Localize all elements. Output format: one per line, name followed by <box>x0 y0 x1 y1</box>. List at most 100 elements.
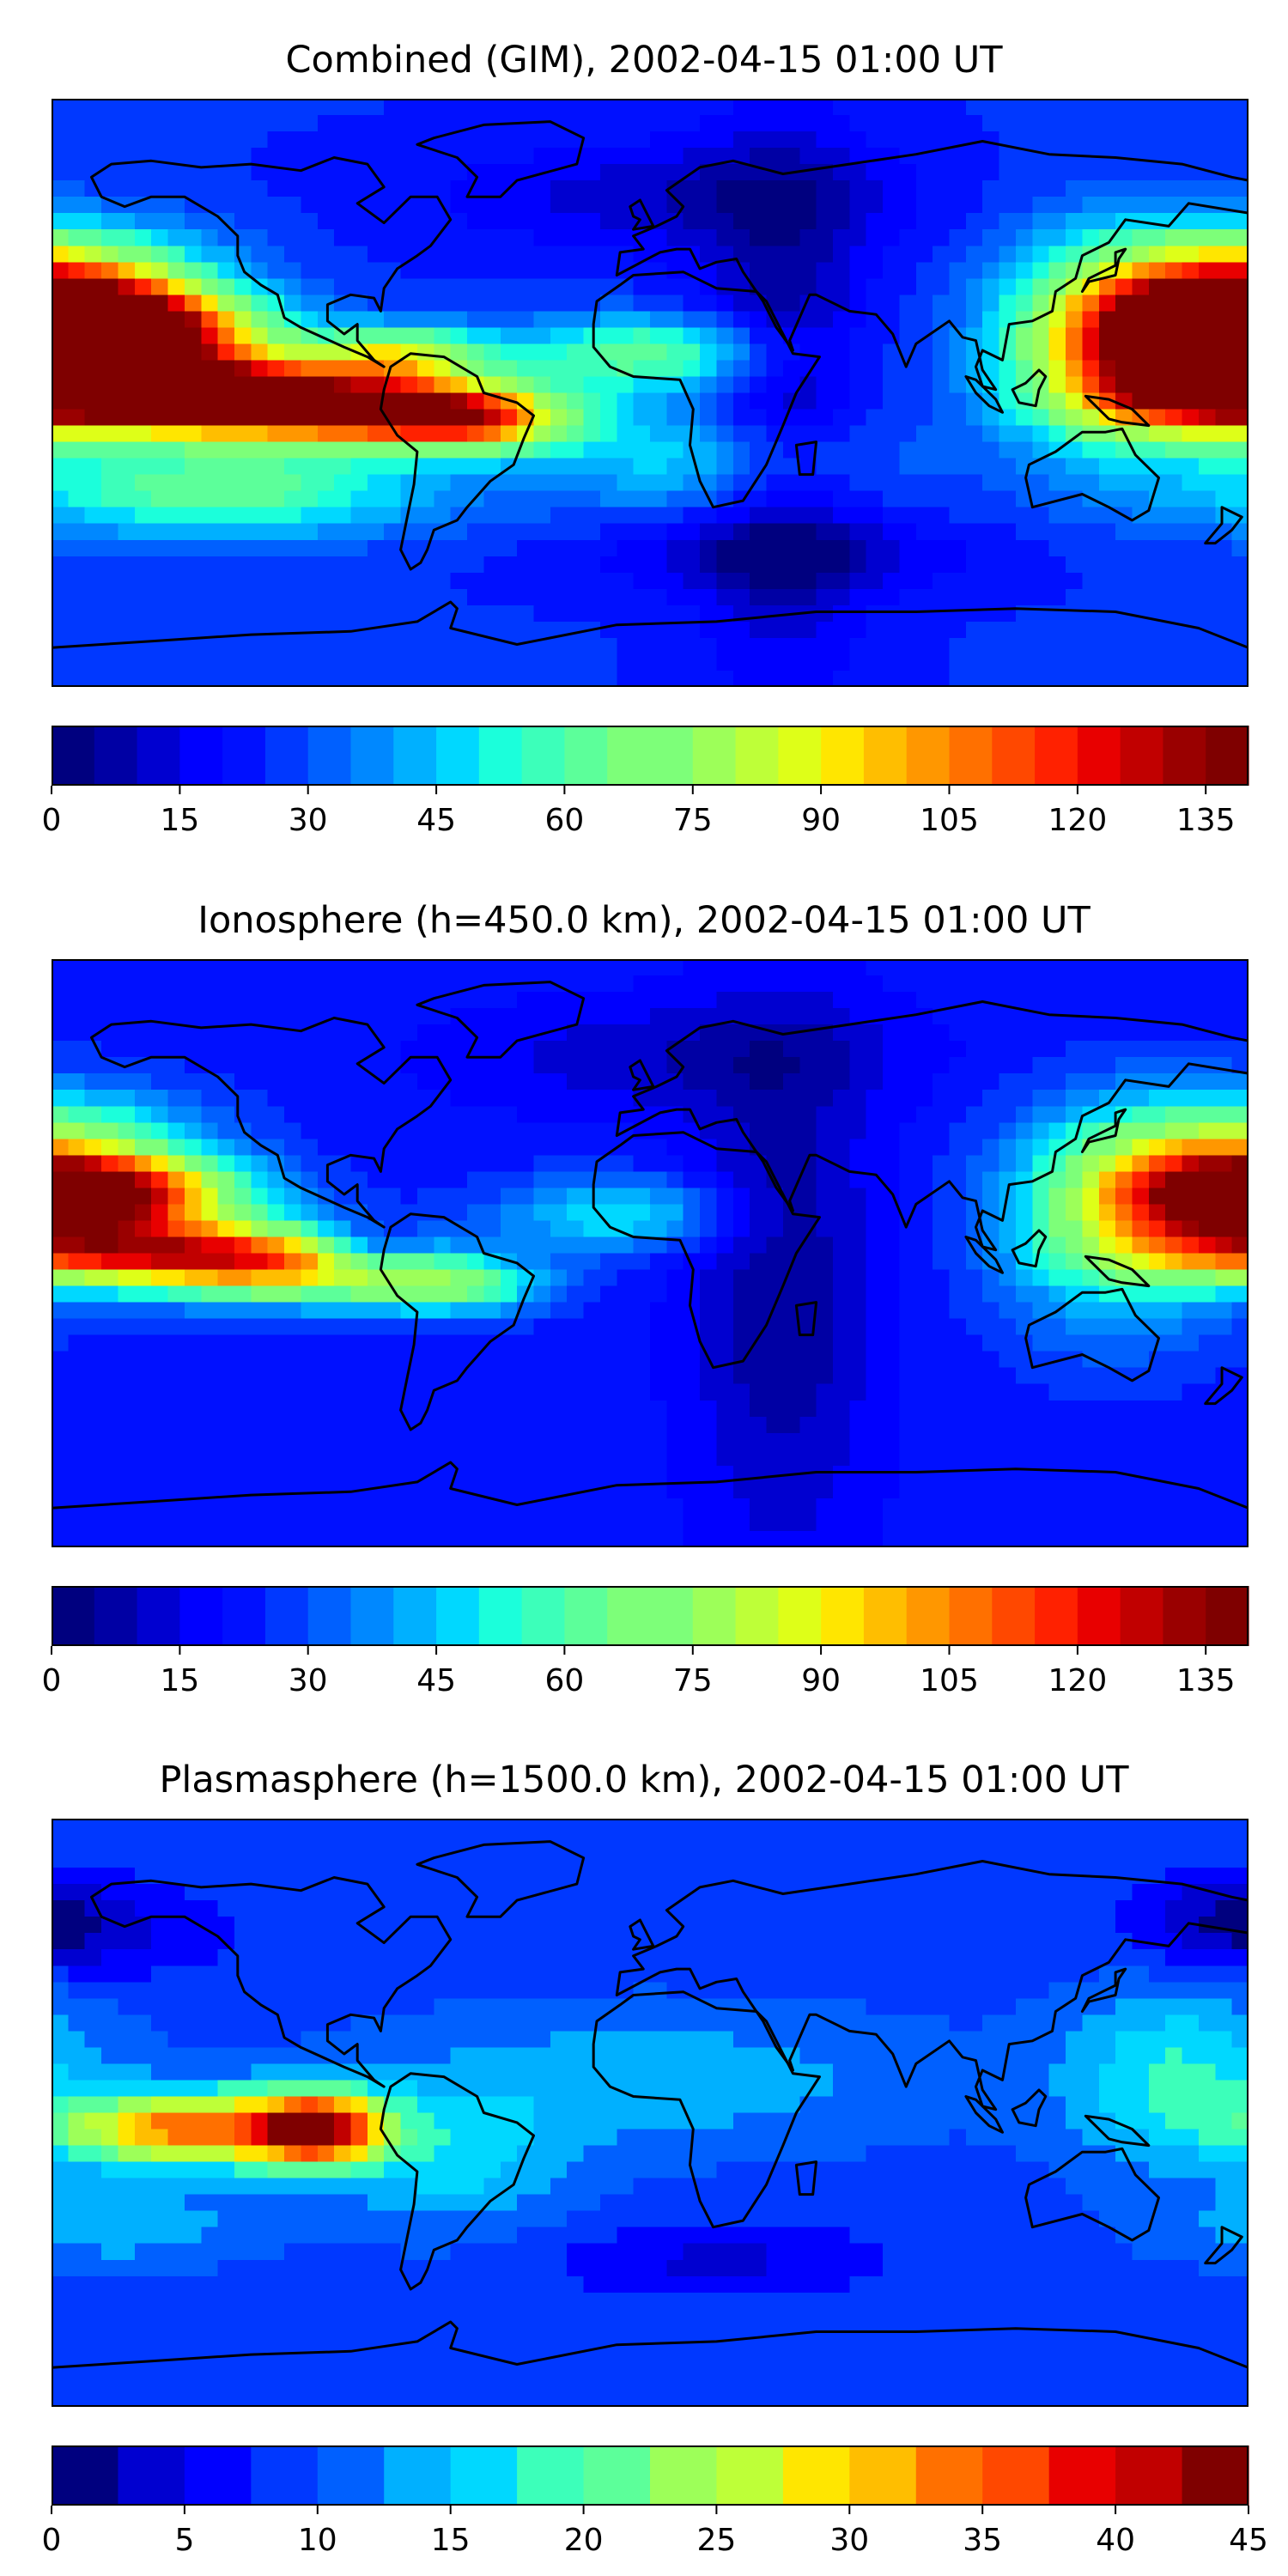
colorbar-tick-label: 40 <box>1096 2523 1135 2558</box>
colorbar-tick-label: 45 <box>1229 2523 1268 2558</box>
colorbar-tick-label: 105 <box>920 1663 979 1698</box>
colorbar-level <box>94 1586 138 1646</box>
colorbar-level <box>1035 1586 1078 1646</box>
colorbar-level <box>1120 726 1164 786</box>
colorbar-tick-label: 45 <box>416 803 456 838</box>
colorbar-level <box>863 1586 908 1646</box>
colorbar-ionosphere: 0 15 30 45 60 75 90 105 120 135 <box>42 1586 1249 1698</box>
colorbar-level <box>450 2445 518 2506</box>
coastline-australia <box>1024 2147 1160 2242</box>
tec-map-ionosphere <box>52 959 1249 1547</box>
colorbar-tick-label: 0 <box>42 1663 62 1698</box>
coastline-uk <box>629 1918 655 1951</box>
colorbar-level <box>735 1586 779 1646</box>
colorbar-level <box>992 726 1036 786</box>
coastline-australia <box>1024 1287 1160 1382</box>
colorbar-level <box>1077 726 1121 786</box>
colorbar-level <box>317 2445 385 2506</box>
coastline-new-zealand <box>1204 2226 1243 2265</box>
colorbar-plasmasphere: 0 5 10 15 20 25 30 35 40 45 <box>42 2445 1268 2558</box>
coastline-antarctica <box>52 2320 1249 2369</box>
coastline-uk <box>629 1059 655 1091</box>
coastline-new-zealand <box>1204 506 1243 545</box>
coastline-japan <box>1080 247 1127 293</box>
coastline-antarctica <box>52 600 1249 649</box>
colorbar-level <box>650 726 694 786</box>
coastline-new-guinea <box>1084 394 1151 428</box>
coastline-south-america <box>379 1212 535 1431</box>
coastline-eurasia <box>615 140 1249 392</box>
colorbar-level <box>1077 1586 1121 1646</box>
colorbar-tick-label: 60 <box>544 803 584 838</box>
colorbar-level <box>393 726 437 786</box>
colorbar-tick-label: 105 <box>920 803 979 838</box>
colorbar-level <box>264 726 309 786</box>
colorbar-tick-label: 25 <box>696 2523 736 2558</box>
colorbar-frame <box>52 2445 1249 2506</box>
tec-field <box>52 1819 1249 2407</box>
coastline-borneo <box>1011 2088 1048 2128</box>
colorbar-level <box>52 2445 119 2506</box>
panel-title-ionosphere: Ionosphere (h=450.0 km), 2002-04-15 01:0… <box>197 899 1091 942</box>
colorbar-level <box>307 1586 352 1646</box>
colorbar-level <box>179 1586 223 1646</box>
coastline-north-america <box>90 1017 453 1229</box>
coastline-japan <box>1080 1108 1127 1153</box>
colorbar-level <box>1120 1586 1164 1646</box>
coastline-north-america <box>90 156 453 368</box>
colorbar-level <box>118 2445 185 2506</box>
colorbar-tick-label: 15 <box>160 803 199 838</box>
map-frame <box>52 1819 1249 2407</box>
colorbar-level <box>849 2445 917 2506</box>
tec-map-combined <box>52 99 1249 687</box>
colorbar-tick-label: 90 <box>801 1663 841 1698</box>
colorbar-level <box>906 726 951 786</box>
coastline-new-zealand <box>1204 1366 1243 1406</box>
colorbar-level <box>384 2445 452 2506</box>
colorbar-level <box>184 2445 252 2506</box>
colorbar-tick-label: 120 <box>1048 803 1108 838</box>
coastline-madagascar <box>794 440 818 477</box>
colorbar-level <box>782 2445 850 2506</box>
colorbar-tick-label: 30 <box>829 2523 869 2558</box>
coastline-africa <box>592 1131 821 1370</box>
colorbar-level <box>1182 2445 1249 2506</box>
colorbar-level <box>521 726 566 786</box>
colorbar-tick-label: 30 <box>289 1663 328 1698</box>
colorbar-level <box>650 2445 718 2506</box>
colorbar-level <box>949 726 993 786</box>
colorbar-tick-label: 75 <box>673 1663 713 1698</box>
colorbar-tick-label: 15 <box>431 2523 471 2558</box>
coastline-madagascar <box>794 1301 818 1337</box>
coastline-africa <box>592 270 821 509</box>
colorbar-level <box>735 726 779 786</box>
colorbar-level <box>564 1586 608 1646</box>
colorbar-combined: 0 15 30 45 60 75 90 105 120 135 <box>42 726 1249 838</box>
colorbar-level <box>521 1586 566 1646</box>
coastline-north-america <box>90 1876 453 2088</box>
coastline-south-america <box>379 2072 535 2291</box>
colorbar-level <box>1115 2445 1183 2506</box>
colorbar-level <box>1035 726 1078 786</box>
coastline-borneo <box>1011 368 1048 408</box>
colorbar-level <box>137 726 180 786</box>
colorbar-tick-label: 30 <box>289 803 328 838</box>
colorbar-tick-label: 135 <box>1176 803 1236 838</box>
colorbar-tick-label: 135 <box>1176 1663 1236 1698</box>
tec-field <box>52 99 1249 687</box>
colorbar-level <box>821 1586 865 1646</box>
map-frame <box>52 959 1249 1547</box>
colorbar-level <box>350 1586 394 1646</box>
colorbar-level <box>52 726 95 786</box>
colorbar-level <box>863 726 908 786</box>
coastline-south-america <box>379 352 535 571</box>
coastline-new-guinea <box>1084 2114 1151 2148</box>
coastline-sumatra <box>964 375 1004 414</box>
colorbar-level <box>436 1586 480 1646</box>
colorbar-level <box>517 2445 585 2506</box>
colorbar-level <box>692 726 737 786</box>
colorbar-level <box>607 726 651 786</box>
panel-title-combined: Combined (GIM), 2002-04-15 01:00 UT <box>285 39 1003 82</box>
colorbar-tick-label: 120 <box>1048 1663 1108 1698</box>
colorbar-level <box>251 2445 319 2506</box>
